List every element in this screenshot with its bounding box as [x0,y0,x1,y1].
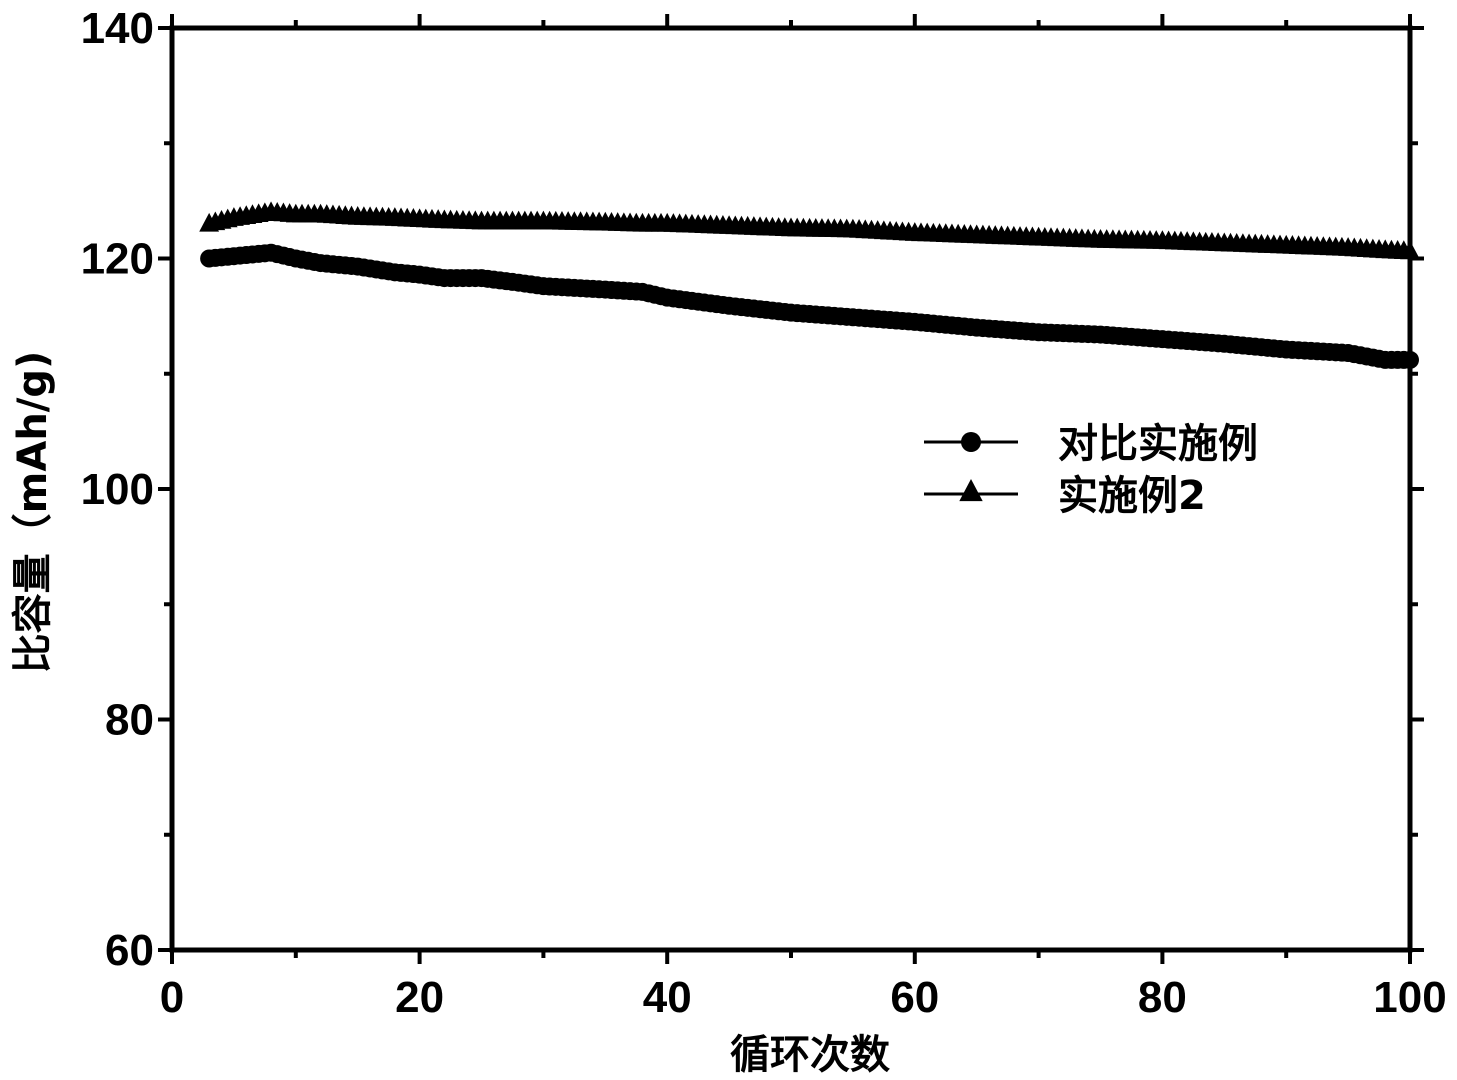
legend-item: 实施例2 [924,473,1206,519]
y-tick-label: 60 [105,926,154,975]
series-layer [199,201,1420,369]
x-tick-label: 40 [643,973,692,1022]
legend-label: 实施例2 [1058,473,1206,519]
y-tick-label: 80 [105,696,154,745]
plot-area-frame [169,25,1413,953]
ticks-layer: 0 20 40 60 80 100 60 80 100 120 140 [81,4,1447,1022]
series-comparative-example [200,243,1419,369]
plot-frame-layer [169,25,1413,953]
y-tick-label: 140 [81,4,154,53]
y-tick-label: 100 [81,465,154,514]
x-tick-label: 60 [890,973,939,1022]
x-tick-label: 0 [160,973,184,1022]
legend-label: 对比实施例 [1058,421,1258,467]
data-point-circle [1401,350,1419,369]
x-tick-label: 80 [1138,973,1187,1022]
legend-item: 对比实施例 [924,421,1258,467]
series-example-2 [199,201,1420,260]
y-axis-title: 比容量（mAh/g) [10,351,56,674]
x-tick-label: 100 [1373,973,1446,1022]
y-tick-label: 120 [81,235,154,284]
legend-marker-triangle [959,479,983,502]
x-tick-label: 20 [395,973,444,1022]
x-axis-title: 循环次数 [730,1032,890,1078]
legend-marker-circle [961,432,981,452]
data-point-triangle [1400,240,1420,260]
